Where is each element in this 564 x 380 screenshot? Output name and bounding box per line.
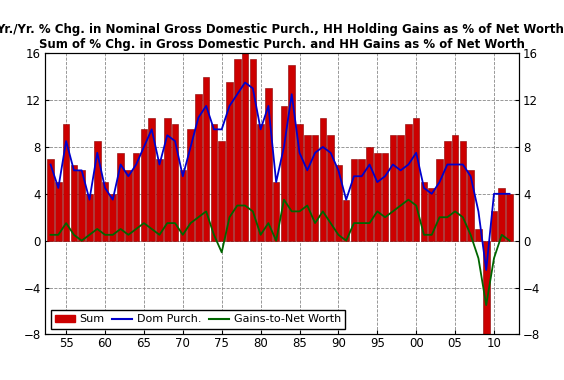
Bar <box>413 118 420 241</box>
Bar <box>226 82 233 241</box>
Bar <box>491 211 497 241</box>
Bar <box>421 182 428 241</box>
Bar <box>156 159 163 241</box>
Bar <box>102 182 108 241</box>
Bar <box>171 124 178 241</box>
Bar <box>475 229 482 241</box>
Bar <box>335 165 342 241</box>
Bar <box>390 135 396 241</box>
Bar <box>288 65 295 241</box>
Bar <box>351 159 357 241</box>
Bar <box>94 141 100 241</box>
Bar <box>125 170 131 241</box>
Bar <box>296 124 303 241</box>
Bar <box>374 153 381 241</box>
Bar <box>47 159 54 241</box>
Bar <box>265 89 272 241</box>
Bar <box>343 200 350 241</box>
Bar <box>86 194 92 241</box>
Bar <box>210 124 217 241</box>
Bar <box>359 159 365 241</box>
Bar <box>70 165 77 241</box>
Bar <box>499 188 505 241</box>
Legend: Sum, Dom Purch., Gains-to-Net Worth: Sum, Dom Purch., Gains-to-Net Worth <box>51 310 345 329</box>
Bar <box>203 77 209 241</box>
Bar <box>460 141 466 241</box>
Title: Yr./Yr. % Chg. in Nominal Gross Domestic Purch., HH Holding Gains as % of Net Wo: Yr./Yr. % Chg. in Nominal Gross Domestic… <box>0 23 564 51</box>
Bar <box>148 118 155 241</box>
Bar <box>429 188 435 241</box>
Bar <box>218 141 225 241</box>
Bar <box>63 124 69 241</box>
Bar <box>281 106 287 241</box>
Bar <box>327 135 334 241</box>
Bar <box>257 124 264 241</box>
Bar <box>452 135 459 241</box>
Bar <box>405 124 412 241</box>
Bar <box>164 118 170 241</box>
Bar <box>234 59 241 241</box>
Bar <box>249 59 256 241</box>
Bar <box>195 94 202 241</box>
Bar <box>117 153 124 241</box>
Bar <box>436 159 443 241</box>
Bar <box>468 170 474 241</box>
Bar <box>506 194 513 241</box>
Bar <box>366 147 373 241</box>
Bar <box>109 194 116 241</box>
Bar <box>304 135 311 241</box>
Bar <box>273 182 280 241</box>
Bar <box>187 129 194 241</box>
Bar <box>483 241 490 334</box>
Bar <box>78 170 85 241</box>
Bar <box>320 118 326 241</box>
Bar <box>179 170 186 241</box>
Bar <box>444 141 451 241</box>
Bar <box>312 135 318 241</box>
Bar <box>133 153 139 241</box>
Bar <box>382 153 389 241</box>
Bar <box>55 182 61 241</box>
Bar <box>242 48 248 241</box>
Bar <box>140 129 147 241</box>
Bar <box>397 135 404 241</box>
